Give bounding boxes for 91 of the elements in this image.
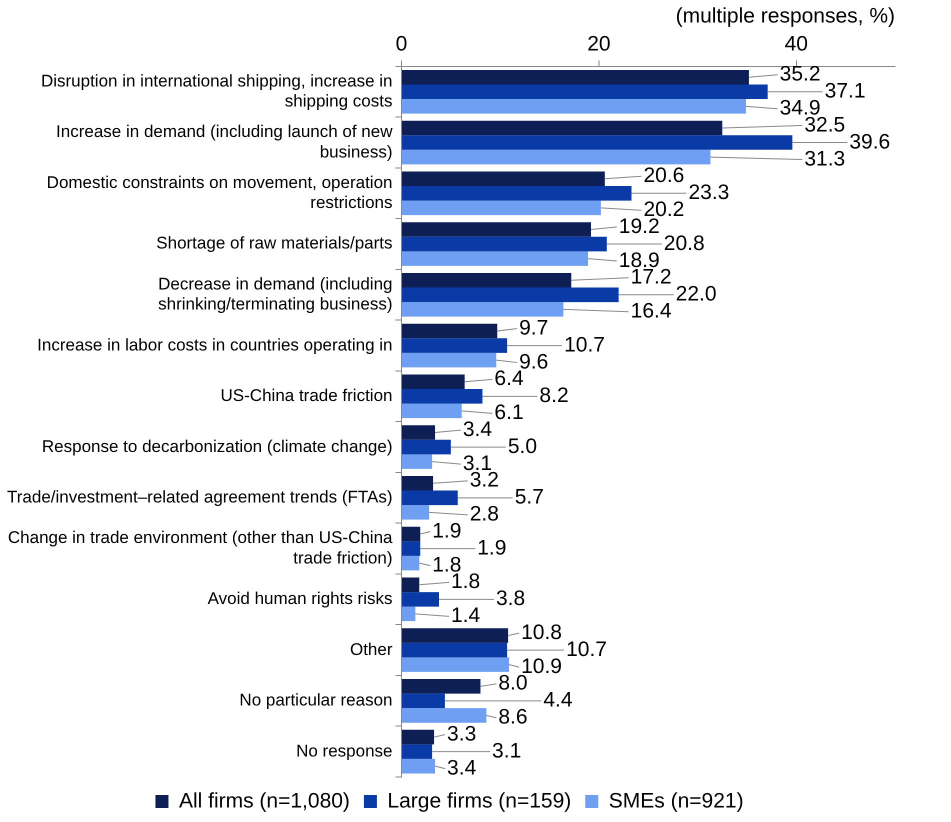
bar bbox=[402, 758, 436, 774]
y-tick-label: Domestic constraints on movement, operation restrictions bbox=[46, 172, 392, 212]
y-tick-label: Avoid human rights risks bbox=[208, 589, 392, 608]
text: 9.7 bbox=[519, 316, 548, 340]
y-tick-label: Increase in labor costs in countries operating in bbox=[37, 335, 392, 354]
bar bbox=[402, 454, 432, 469]
legend-label: Large firms (n=159) bbox=[387, 789, 572, 812]
bar bbox=[402, 404, 462, 418]
text: 3.4 bbox=[462, 418, 492, 441]
text: 1.4 bbox=[451, 604, 480, 628]
text: 22.0 bbox=[676, 282, 717, 306]
text: 16.4 bbox=[630, 300, 672, 323]
bar bbox=[402, 694, 445, 708]
text: 35.2 bbox=[780, 62, 821, 86]
bar bbox=[402, 490, 458, 506]
bar bbox=[402, 120, 722, 136]
text: 8.2 bbox=[539, 384, 569, 408]
text: 5.0 bbox=[508, 434, 538, 458]
bar bbox=[402, 744, 432, 759]
bar bbox=[402, 70, 749, 85]
bar bbox=[402, 222, 591, 237]
bar bbox=[402, 135, 792, 150]
y-tick-label: US-China trade friction bbox=[220, 386, 392, 406]
legend-label: All firms (n=1,080) bbox=[178, 789, 350, 812]
bar bbox=[402, 99, 746, 114]
bar bbox=[402, 578, 420, 592]
bar bbox=[402, 679, 480, 694]
legend-label: SMEs (n=921) bbox=[608, 789, 744, 812]
y-tick-label: Shortage of raw materials/parts bbox=[156, 234, 392, 253]
text: 6.1 bbox=[494, 401, 524, 424]
x-tick-label: 0 bbox=[396, 32, 408, 56]
y-tick-label: Change in trade environment (other than US-China trade friction) bbox=[8, 528, 394, 568]
text: 37.1 bbox=[824, 80, 866, 103]
bar bbox=[402, 606, 416, 622]
bar bbox=[402, 200, 601, 216]
bar bbox=[402, 186, 632, 201]
y-tick-label: Other bbox=[350, 640, 393, 659]
bar bbox=[402, 425, 436, 440]
bar bbox=[402, 251, 588, 266]
text: 10.7 bbox=[566, 638, 607, 661]
text: 23.3 bbox=[688, 181, 730, 204]
bar bbox=[402, 657, 510, 672]
text: 39.6 bbox=[849, 130, 890, 154]
x-tick-label: 20 bbox=[587, 32, 611, 56]
bar bbox=[402, 628, 508, 643]
y-tick-label: Trade/investment–related agreement trends (FTAs) bbox=[6, 488, 392, 507]
y-tick-label: Response to decarbonization (climate change) bbox=[42, 436, 392, 456]
bar bbox=[402, 730, 434, 744]
text: 3.1 bbox=[492, 739, 522, 762]
bar bbox=[402, 556, 420, 570]
bar bbox=[402, 505, 430, 520]
text: 20.8 bbox=[664, 232, 705, 255]
bar bbox=[402, 352, 496, 368]
y-tick-label: Disruption in international shipping, increase in shipping costs bbox=[40, 71, 392, 111]
bar bbox=[402, 476, 434, 491]
text: 4.4 bbox=[543, 688, 573, 712]
bar bbox=[402, 389, 482, 404]
text: 10.8 bbox=[521, 620, 562, 644]
bar bbox=[402, 302, 564, 317]
y-tick-label: Decrease in demand (including shrinking/terminating business) bbox=[158, 274, 392, 314]
bar bbox=[402, 150, 710, 164]
y-tick-label: No particular reason bbox=[239, 690, 392, 710]
text: 5.7 bbox=[514, 486, 544, 509]
bar bbox=[402, 236, 607, 252]
text: 31.3 bbox=[804, 147, 846, 170]
text: 3.3 bbox=[447, 722, 476, 746]
bar bbox=[402, 708, 486, 723]
text: 1.9 bbox=[477, 536, 506, 560]
text: 1.9 bbox=[432, 519, 462, 542]
bar bbox=[402, 84, 768, 100]
bar bbox=[402, 642, 508, 658]
text: 2.8 bbox=[470, 502, 499, 526]
text: 10.7 bbox=[564, 333, 605, 356]
bar bbox=[402, 272, 572, 288]
bar bbox=[402, 171, 605, 186]
x-axis-title: (multiple responses, %) bbox=[676, 4, 895, 28]
bar bbox=[402, 338, 508, 353]
bar bbox=[402, 526, 420, 542]
bar bbox=[402, 440, 451, 454]
bar bbox=[402, 374, 465, 390]
text: 20.6 bbox=[643, 164, 684, 188]
text: 8.6 bbox=[498, 706, 528, 729]
bar bbox=[402, 324, 498, 338]
text: 3.8 bbox=[496, 587, 526, 610]
bar bbox=[402, 592, 440, 607]
y-tick-label: No response bbox=[296, 741, 392, 760]
bar bbox=[402, 541, 420, 556]
bar bbox=[402, 288, 619, 302]
text: 3.4 bbox=[447, 756, 476, 780]
x-tick-label: 40 bbox=[784, 32, 808, 56]
y-tick-label: Increase in demand (including launch of new business) bbox=[56, 122, 394, 162]
